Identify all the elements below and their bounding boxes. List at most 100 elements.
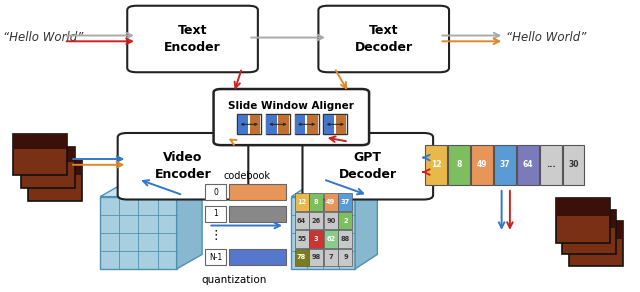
Bar — [100, 197, 177, 269]
Bar — [324, 115, 334, 134]
Text: 64: 64 — [297, 218, 306, 224]
Bar — [425, 145, 447, 185]
Bar — [250, 115, 260, 134]
Bar — [540, 145, 561, 185]
Text: Video
Encoder: Video Encoder — [155, 151, 211, 181]
Bar — [307, 115, 317, 134]
Text: quantization: quantization — [202, 275, 267, 286]
Bar — [324, 248, 338, 266]
Bar — [229, 184, 286, 200]
Bar — [562, 210, 616, 254]
Bar — [568, 221, 623, 266]
Bar — [278, 115, 289, 134]
Bar — [295, 115, 305, 134]
FancyBboxPatch shape — [127, 6, 258, 72]
Bar — [324, 212, 338, 229]
Bar — [205, 206, 226, 222]
Polygon shape — [100, 182, 202, 197]
FancyBboxPatch shape — [118, 133, 248, 199]
Text: 9: 9 — [343, 254, 348, 260]
Bar — [339, 230, 353, 248]
Bar — [563, 145, 584, 185]
FancyBboxPatch shape — [319, 6, 449, 72]
Text: Slide Window Aligner: Slide Window Aligner — [228, 101, 355, 111]
Text: Text
Encoder: Text Encoder — [164, 24, 221, 54]
Bar — [309, 230, 323, 248]
FancyBboxPatch shape — [303, 133, 433, 199]
Bar — [562, 210, 616, 227]
Bar — [339, 193, 353, 211]
Bar — [13, 134, 67, 149]
Text: ⋮: ⋮ — [209, 229, 221, 242]
Bar — [28, 161, 83, 175]
Text: “Hello World”: “Hello World” — [506, 31, 586, 44]
Bar — [471, 145, 493, 185]
Text: 7: 7 — [328, 254, 333, 260]
Bar — [291, 197, 355, 269]
Bar — [294, 193, 308, 211]
Text: ...: ... — [546, 160, 556, 169]
Text: 0: 0 — [213, 188, 218, 197]
Text: 37: 37 — [341, 199, 350, 205]
Bar — [294, 114, 319, 134]
Text: 62: 62 — [326, 236, 335, 242]
Bar — [323, 114, 348, 134]
Bar — [568, 221, 623, 239]
Bar — [13, 134, 67, 175]
Polygon shape — [291, 182, 378, 197]
Text: 26: 26 — [312, 218, 321, 224]
Bar — [229, 249, 286, 265]
Text: 64: 64 — [522, 160, 533, 169]
Text: 78: 78 — [297, 254, 306, 260]
Text: N-1: N-1 — [209, 253, 222, 262]
Polygon shape — [177, 182, 202, 269]
Bar — [324, 230, 338, 248]
Bar — [237, 114, 261, 134]
Bar — [324, 193, 338, 211]
Text: 98: 98 — [312, 254, 321, 260]
Bar — [266, 114, 290, 134]
Bar — [294, 212, 308, 229]
Bar — [28, 161, 83, 201]
Bar — [309, 248, 323, 266]
Bar — [339, 248, 353, 266]
Text: 30: 30 — [568, 160, 579, 169]
Text: 37: 37 — [499, 160, 510, 169]
Text: 1: 1 — [213, 209, 218, 218]
Text: GPT
Decoder: GPT Decoder — [339, 151, 397, 181]
Bar — [556, 198, 610, 243]
Bar — [336, 115, 346, 134]
Text: 88: 88 — [341, 236, 350, 242]
Bar — [517, 145, 539, 185]
Bar — [309, 212, 323, 229]
Text: 2: 2 — [343, 218, 348, 224]
Bar — [494, 145, 516, 185]
Bar — [238, 115, 248, 134]
Text: 90: 90 — [326, 218, 335, 224]
Bar — [205, 184, 226, 200]
Bar — [266, 115, 276, 134]
Polygon shape — [355, 182, 378, 269]
Text: 12: 12 — [431, 160, 441, 169]
Text: “Hello World”: “Hello World” — [3, 31, 84, 44]
Text: 8: 8 — [456, 160, 461, 169]
FancyBboxPatch shape — [214, 89, 369, 145]
Bar — [339, 212, 353, 229]
Bar — [556, 198, 610, 216]
Text: Text
Decoder: Text Decoder — [355, 24, 413, 54]
Bar — [294, 248, 308, 266]
Text: 49: 49 — [326, 199, 335, 205]
Bar — [20, 147, 75, 161]
Text: 12: 12 — [297, 199, 306, 205]
Bar — [309, 193, 323, 211]
Bar — [448, 145, 470, 185]
Bar — [205, 249, 226, 265]
Text: 55: 55 — [297, 236, 306, 242]
Text: 49: 49 — [477, 160, 487, 169]
Bar — [20, 147, 75, 188]
Text: 8: 8 — [314, 199, 319, 205]
Bar — [229, 206, 286, 222]
Bar — [294, 230, 308, 248]
Text: 3: 3 — [314, 236, 319, 242]
Text: codebook: codebook — [224, 171, 271, 181]
